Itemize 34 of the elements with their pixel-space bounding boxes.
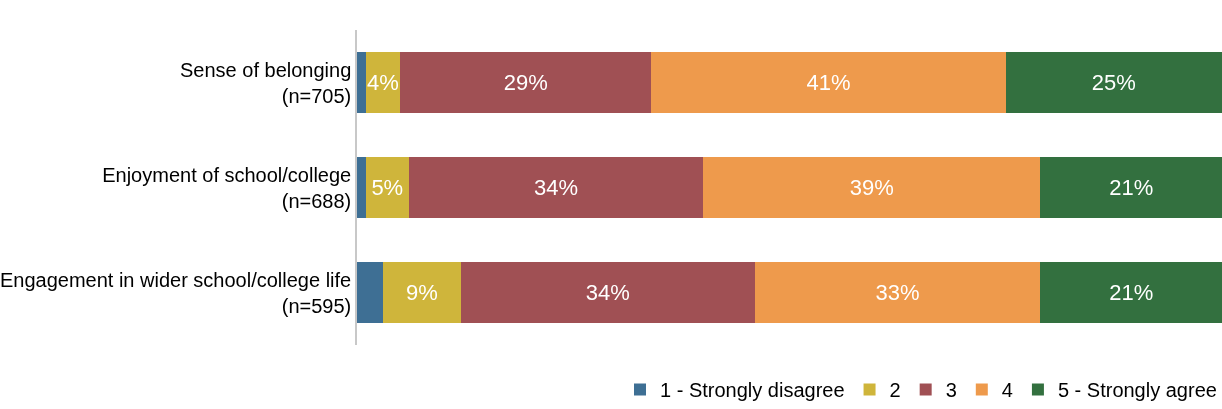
bar bbox=[400, 52, 652, 113]
data-label: 9% bbox=[405, 280, 438, 305]
bar bbox=[357, 157, 366, 218]
legend-label: 4 bbox=[1001, 379, 1013, 402]
data-label: 39% bbox=[849, 175, 894, 200]
bar bbox=[460, 262, 755, 323]
legend-label: 3 bbox=[945, 379, 957, 402]
data-label: 21% bbox=[1109, 280, 1154, 305]
y-tick-label: Engagement in wider school/college life (n=595) bbox=[0, 268, 352, 317]
data-label: 33% bbox=[875, 280, 920, 305]
legend-label: 2 bbox=[889, 379, 901, 402]
bar bbox=[357, 262, 383, 323]
data-label: 34% bbox=[533, 175, 578, 200]
data-label: 25% bbox=[1091, 70, 1136, 95]
bar bbox=[1005, 52, 1222, 113]
bar bbox=[1040, 157, 1222, 218]
bar bbox=[1040, 262, 1222, 323]
y-tick-label: Sense of belonging (n=705) bbox=[180, 58, 352, 107]
legend-label: 1 - Strongly disagree bbox=[660, 379, 845, 402]
data-label: 29% bbox=[503, 70, 548, 95]
data-label: 4% bbox=[367, 70, 399, 95]
bar bbox=[365, 157, 409, 218]
bar bbox=[382, 262, 461, 323]
data-label: 5% bbox=[371, 175, 404, 200]
bar bbox=[651, 52, 1006, 113]
bar bbox=[357, 52, 366, 113]
legend-label: 5 - Strongly agree bbox=[1057, 379, 1217, 402]
data-label: 34% bbox=[585, 280, 630, 305]
bar bbox=[754, 262, 1041, 323]
bar bbox=[408, 157, 703, 218]
bar bbox=[703, 157, 1041, 218]
data-label: 21% bbox=[1109, 175, 1154, 200]
data-label: 41% bbox=[806, 70, 851, 95]
y-tick-label: Enjoyment of school/college (n=688) bbox=[102, 163, 352, 212]
